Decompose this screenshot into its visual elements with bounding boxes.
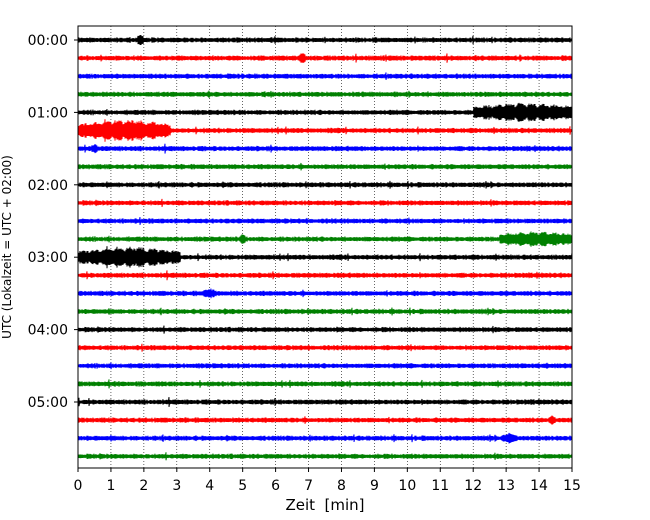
x-tick-label: 12: [464, 478, 482, 494]
x-tick-label: 2: [139, 478, 148, 494]
trace-row: [77, 102, 573, 122]
x-tick-label: 6: [271, 478, 280, 494]
trace-row: [77, 288, 573, 299]
x-tick-label: 9: [370, 478, 379, 494]
x-tick-label: 13: [497, 478, 515, 494]
seismogram-traces: [77, 35, 573, 461]
x-tick-label: 11: [431, 478, 449, 494]
plot-frame: [77, 25, 573, 469]
trace-row: [77, 231, 573, 247]
trace-row: [77, 246, 573, 269]
y-axis-label: UTC (Lokalzeit = UTC + 02:00): [0, 155, 14, 339]
trace-row: [77, 180, 573, 189]
trace-row: [77, 452, 573, 461]
trace-row: [77, 119, 573, 142]
trace-row: [77, 143, 573, 154]
y-axis-ticks: 00:00 01:00 02:00 03:00 04:00 05:00: [28, 33, 78, 411]
y-tick-label: 00:00: [28, 33, 68, 49]
x-tick-label: 10: [398, 478, 416, 494]
trace-row: [77, 72, 573, 80]
trace-row: [77, 397, 573, 407]
x-tick-label: 0: [74, 478, 83, 494]
trace-row: [77, 362, 573, 370]
y-tick-label: 05:00: [28, 395, 68, 411]
trace-row: [77, 90, 573, 99]
x-tick-label: 8: [337, 478, 346, 494]
trace-row: [77, 35, 573, 45]
trace-row: [77, 198, 573, 207]
trace-row: [77, 432, 573, 444]
trace-row: [77, 53, 573, 63]
x-tick-label: 1: [106, 478, 115, 494]
x-tick-label: 5: [238, 478, 247, 494]
x-axis-label: Zeit [min]: [285, 496, 364, 514]
y-tick-label: 02:00: [28, 178, 68, 194]
x-tick-label: 4: [205, 478, 214, 494]
y-tick-label: 01:00: [28, 105, 68, 121]
y-tick-label: 04:00: [28, 323, 68, 339]
trace-row: [77, 217, 573, 225]
trace-row: [77, 162, 573, 171]
trace-row: [77, 415, 573, 425]
x-tick-label: 15: [563, 478, 581, 494]
trace-row: [77, 379, 573, 389]
trace-row: [77, 343, 573, 352]
trace-row: [77, 325, 573, 334]
x-axis-ticks: 0 1 2 3 4 5 6 7 8 9 10 11 12 13 14 15: [74, 468, 581, 494]
x-tick-label: 7: [304, 478, 313, 494]
trace-row: [77, 307, 573, 316]
x-tick-label: 14: [530, 478, 548, 494]
y-tick-label: 03:00: [28, 250, 68, 266]
trace-row: [77, 270, 573, 281]
x-tick-label: 3: [172, 478, 181, 494]
